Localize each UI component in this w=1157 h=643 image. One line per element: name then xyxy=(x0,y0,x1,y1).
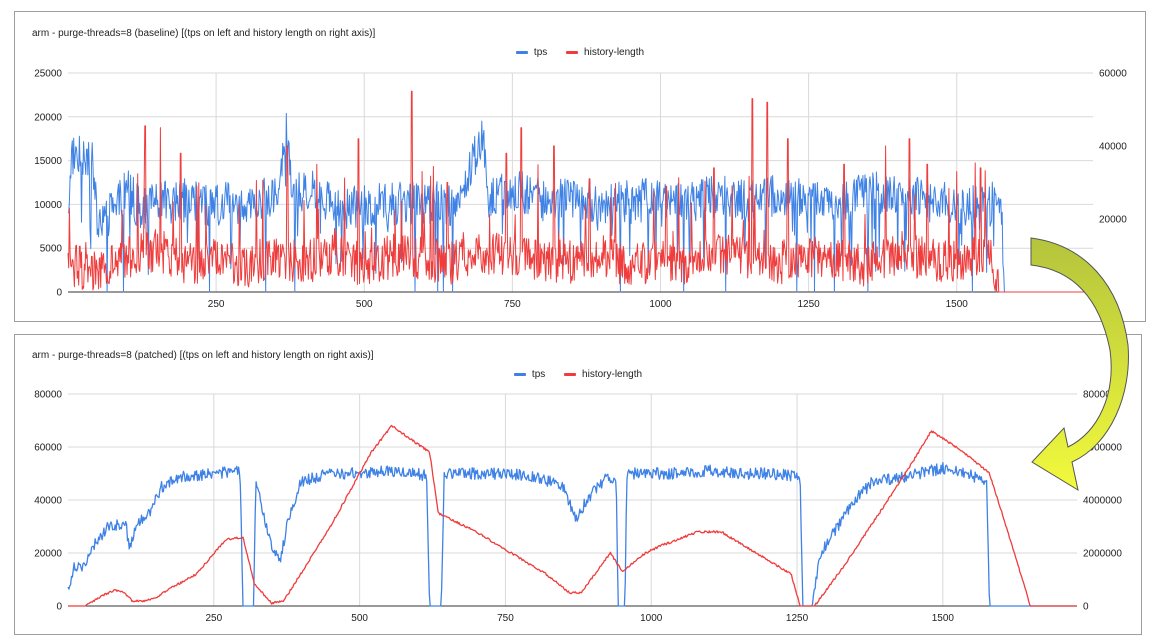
x-tick-label: 750 xyxy=(497,613,514,624)
y-left-tick-label: 20000 xyxy=(34,549,62,560)
y-right-tick-label: 6000000 xyxy=(1083,443,1122,454)
legend-label-history-length: history-length xyxy=(584,47,645,58)
y-left-tick-label: 40000 xyxy=(34,496,62,507)
y-right-tick-label: 40000 xyxy=(1099,142,1127,153)
y-left-tick-label: 0 xyxy=(56,288,62,299)
x-tick-label: 500 xyxy=(356,299,373,310)
legend-item-history-length[interactable]: history-length xyxy=(566,47,644,58)
x-tick-label: 1250 xyxy=(797,299,820,310)
x-tick-label: 1500 xyxy=(946,299,969,310)
x-tick-label: 250 xyxy=(208,299,225,310)
legend-item-tps[interactable]: tps xyxy=(515,47,548,58)
y-right-tick-label: 2000000 xyxy=(1083,549,1122,560)
chart-panel-baseline: arm - purge-threads=8 (baseline) [(tps o… xyxy=(14,11,1146,322)
y-right-tick-label: 20000 xyxy=(1099,215,1127,226)
chart-plot-patched: 0 20000 40000 60000 80000 0 2000000 4000000 6000… xyxy=(34,390,1122,625)
x-tick-label: 1000 xyxy=(649,299,672,310)
y-right-tick-label: 0 xyxy=(1083,602,1089,613)
chart-plot-baseline: 0 5000 10000 15000 20000 25000 20000 40000 60000… xyxy=(34,69,1127,311)
series-line-tps xyxy=(67,462,1078,607)
legend-swatch-tps xyxy=(513,373,526,376)
x-tick-label: 500 xyxy=(351,613,368,624)
y-right-tick-label: 60000 xyxy=(1099,69,1127,80)
y-left-tick-label: 15000 xyxy=(34,156,62,167)
chart-title: arm - purge-threads=8 (baseline) [(tps o… xyxy=(32,28,376,39)
legend: tps history-length xyxy=(15,368,1141,380)
y-left-tick-label: 0 xyxy=(56,602,62,613)
x-tick-label: 750 xyxy=(504,299,521,310)
y-right-tick-label: 4000000 xyxy=(1083,496,1122,507)
x-tick-label: 1500 xyxy=(932,613,955,624)
y-left-tick-label: 25000 xyxy=(34,69,62,80)
y-left-tick-label: 10000 xyxy=(34,200,62,211)
chart-title: arm - purge-threads=8 (patched) [(tps on… xyxy=(32,350,374,361)
y-right-tick-label: 8000000 xyxy=(1083,390,1122,401)
y-left-tick-label: 5000 xyxy=(40,244,63,255)
x-tick-label: 1250 xyxy=(786,613,809,624)
chart-panel-patched: arm - purge-threads=8 (patched) [(tps on… xyxy=(14,334,1142,635)
y-left-tick-label: 60000 xyxy=(34,443,62,454)
legend-item-history-length[interactable]: history-length xyxy=(564,369,642,380)
series-line-history-length xyxy=(68,424,1078,607)
series-line-history-length xyxy=(67,90,1093,293)
legend-label-history-length: history-length xyxy=(582,369,643,380)
legend: tps history-length xyxy=(15,46,1145,58)
x-tick-label: 1000 xyxy=(640,613,663,624)
legend-swatch-history-length xyxy=(564,373,577,376)
legend-swatch-history-length xyxy=(566,51,579,54)
legend-label-tps: tps xyxy=(533,47,548,58)
x-tick-label: 250 xyxy=(205,613,222,624)
y-left-tick-label: 80000 xyxy=(34,390,62,401)
y-left-tick-label: 20000 xyxy=(34,112,62,123)
legend-swatch-tps xyxy=(515,51,528,54)
legend-label-tps: tps xyxy=(531,369,546,380)
legend-item-tps[interactable]: tps xyxy=(513,369,546,380)
